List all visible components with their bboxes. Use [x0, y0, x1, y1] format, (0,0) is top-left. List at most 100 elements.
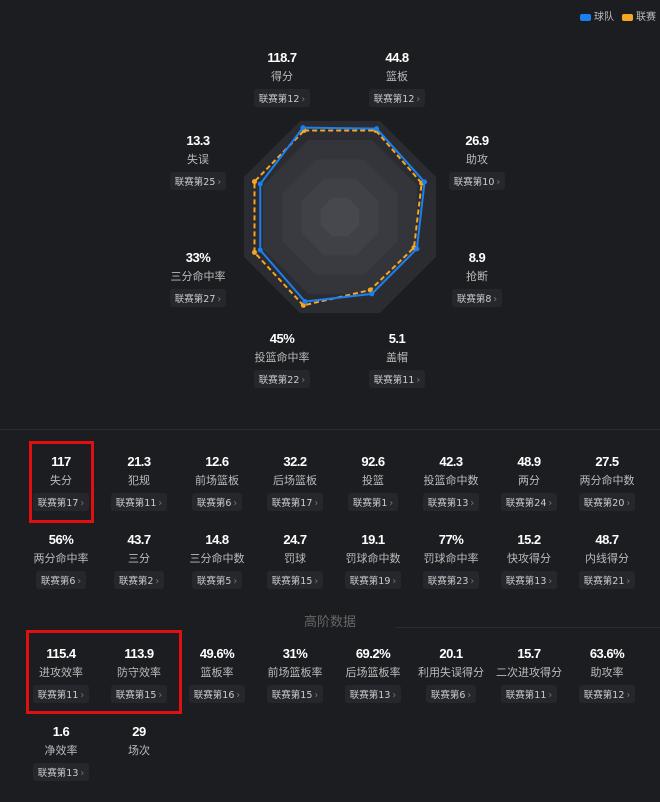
- stat-label: 防守效率: [117, 666, 161, 679]
- divider: [395, 627, 660, 628]
- stat-value: 77%: [438, 532, 464, 547]
- league-rank-button[interactable]: 联赛第6 ›: [425, 685, 477, 703]
- stat-value: 43.7: [127, 532, 151, 547]
- league-rank-button[interactable]: 联赛第21 ›: [578, 571, 636, 589]
- league-rank-button[interactable]: 联赛第6 ›: [35, 571, 87, 589]
- league-series-point[interactable]: [300, 302, 306, 308]
- stat-value: 113.9: [124, 646, 154, 661]
- stat-cell: 92.6 投篮 联赛第1 ›: [334, 454, 412, 532]
- rank-text: 联赛第15: [271, 690, 313, 701]
- rank-text: 联赛第15: [271, 576, 313, 587]
- legend-team-label: 球队: [594, 12, 614, 23]
- rank-text: 联赛第27: [174, 294, 216, 305]
- rank-text: 联赛第21: [583, 576, 625, 587]
- league-rank-button[interactable]: 联赛第11 ›: [500, 685, 558, 703]
- stat-label: 二次进攻得分: [496, 666, 562, 679]
- league-series-point[interactable]: [251, 249, 257, 255]
- league-rank-button[interactable]: 联赛第11 ›: [32, 685, 90, 703]
- radar-grid-ring: [320, 197, 360, 237]
- stat-cell: 19.1 罚球命中数 联赛第19 ›: [334, 532, 412, 610]
- stat-cell: 14.8 三分命中数 联赛第5 ›: [178, 532, 256, 610]
- stat-label: 进攻效率: [39, 666, 83, 679]
- league-series-point[interactable]: [367, 287, 373, 293]
- stat-value: 1.6: [52, 724, 70, 739]
- team-series-point[interactable]: [374, 126, 380, 132]
- league-rank-button[interactable]: 联赛第16 ›: [188, 685, 246, 703]
- stat-label: 内线得分: [585, 552, 629, 565]
- league-rank-button[interactable]: 联赛第10 ›: [448, 172, 506, 190]
- legend-league[interactable]: 联赛: [622, 8, 656, 23]
- team-series-point[interactable]: [414, 246, 420, 252]
- chevron-right-icon: ›: [626, 576, 631, 587]
- league-rank-button[interactable]: 联赛第8 ›: [451, 289, 503, 307]
- rank-text: 联赛第12: [583, 690, 625, 701]
- chevron-right-icon: ›: [233, 498, 238, 509]
- league-rank-button[interactable]: 联赛第12 ›: [253, 89, 311, 107]
- radar-axis-label: 8.9 抢断 联赛第8 ›: [432, 250, 522, 307]
- stat-cell: 12.6 前场篮板 联赛第6 ›: [178, 454, 256, 532]
- league-rank-button[interactable]: 联赛第17 ›: [266, 493, 324, 511]
- stat-value: 29: [132, 724, 146, 739]
- team-series-point[interactable]: [302, 299, 308, 305]
- team-series-point[interactable]: [257, 247, 263, 253]
- stat-cell: 27.5 两分命中数 联赛第20 ›: [568, 454, 646, 532]
- stat-cell: 115.4 进攻效率 联赛第11 ›: [22, 646, 100, 724]
- stat-value: 31%: [282, 646, 308, 661]
- league-rank-button[interactable]: 联赛第11 ›: [110, 493, 168, 511]
- rank-text: 联赛第11: [373, 375, 415, 386]
- stat-cell: 48.9 两分 联赛第24 ›: [490, 454, 568, 532]
- league-rank-button[interactable]: 联赛第11 ›: [368, 370, 426, 388]
- rank-text: 联赛第20: [583, 498, 625, 509]
- rank-text: 联赛第22: [258, 375, 300, 386]
- stat-value: 92.6: [361, 454, 385, 469]
- league-rank-button[interactable]: 联赛第13 ›: [32, 763, 90, 781]
- chevron-right-icon: ›: [467, 690, 472, 701]
- league-rank-button[interactable]: 联赛第17 ›: [32, 493, 90, 511]
- league-rank-button[interactable]: 联赛第12 ›: [368, 89, 426, 107]
- team-series-point[interactable]: [300, 125, 306, 131]
- league-rank-button[interactable]: 联赛第2 ›: [113, 571, 165, 589]
- stat-label: 助攻率: [590, 666, 624, 679]
- chevron-right-icon: ›: [233, 576, 238, 587]
- stat-cell: 43.7 三分 联赛第2 ›: [100, 532, 178, 610]
- league-rank-button[interactable]: 联赛第5 ›: [191, 571, 243, 589]
- chevron-right-icon: ›: [626, 498, 631, 509]
- league-rank-button[interactable]: 联赛第15 ›: [266, 685, 324, 703]
- legend-team[interactable]: 球队: [580, 8, 614, 23]
- league-rank-button[interactable]: 联赛第23 ›: [422, 571, 480, 589]
- league-rank-button[interactable]: 联赛第15 ›: [266, 571, 324, 589]
- team-series-point[interactable]: [369, 291, 375, 297]
- axis-value: 8.9: [468, 250, 486, 265]
- stat-value: 63.6%: [589, 646, 625, 661]
- league-rank-button[interactable]: 联赛第13 ›: [344, 685, 402, 703]
- league-series-point[interactable]: [251, 179, 257, 185]
- stat-cell: 15.2 快攻得分 联赛第13 ›: [490, 532, 568, 610]
- league-rank-button[interactable]: 联赛第24 ›: [500, 493, 558, 511]
- rank-text: 联赛第23: [427, 576, 469, 587]
- league-rank-button[interactable]: 联赛第27 ›: [169, 289, 227, 307]
- league-rank-button[interactable]: 联赛第25 ›: [169, 172, 227, 190]
- league-rank-button[interactable]: 联赛第6 ›: [191, 493, 243, 511]
- stat-value: 12.6: [205, 454, 229, 469]
- rank-text: 联赛第10: [453, 177, 495, 188]
- stat-value: 20.1: [439, 646, 463, 661]
- league-rank-button[interactable]: 联赛第13 ›: [500, 571, 558, 589]
- league-rank-button[interactable]: 联赛第1 ›: [347, 493, 399, 511]
- chevron-right-icon: ›: [217, 294, 222, 305]
- league-rank-button[interactable]: 联赛第13 ›: [422, 493, 480, 511]
- team-series-point[interactable]: [422, 179, 428, 185]
- chevron-right-icon: ›: [314, 498, 319, 509]
- league-rank-button[interactable]: 联赛第15 ›: [110, 685, 168, 703]
- radar-chart: [243, 120, 437, 314]
- stat-value: 48.9: [517, 454, 541, 469]
- axis-label: 失误: [187, 153, 209, 166]
- league-rank-button[interactable]: 联赛第22 ›: [253, 370, 311, 388]
- chevron-right-icon: ›: [236, 690, 241, 701]
- stat-label: 利用失误得分: [418, 666, 484, 679]
- stat-label: 犯规: [128, 474, 150, 487]
- league-rank-button[interactable]: 联赛第19 ›: [344, 571, 402, 589]
- stat-value: 32.2: [283, 454, 307, 469]
- team-series-point[interactable]: [257, 181, 263, 187]
- league-rank-button[interactable]: 联赛第20 ›: [578, 493, 636, 511]
- league-rank-button[interactable]: 联赛第12 ›: [578, 685, 636, 703]
